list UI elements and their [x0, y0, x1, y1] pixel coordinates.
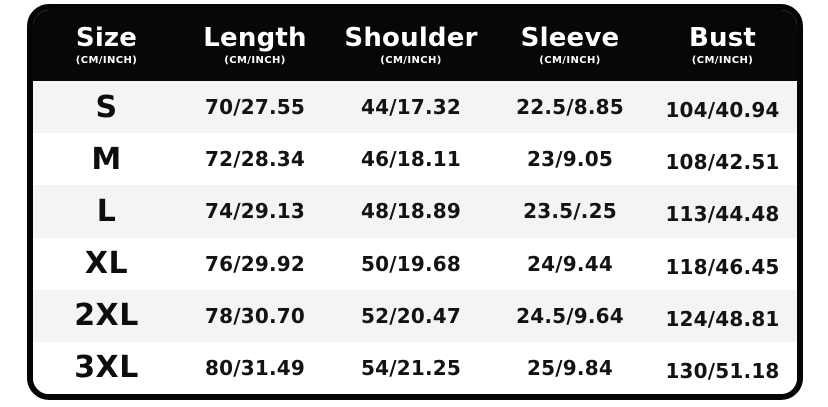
sleeve-cell: 24/9.44: [527, 251, 613, 276]
shoulder-cell: 44/17.32: [361, 95, 461, 120]
shoulder-cell: 50/19.68: [361, 251, 461, 276]
length-cell: 74/29.13: [205, 199, 305, 224]
size-cell: XL: [84, 246, 129, 282]
size-cell: S: [95, 89, 118, 125]
column-unit-label: (CM/INCH): [380, 55, 442, 67]
bust-cell: 124/48.81: [665, 306, 780, 331]
table-row-s: S 70/27.55 44/17.32 22.5/8.85 104/40.94: [33, 81, 797, 134]
shoulder-cell: 54/21.25: [361, 355, 461, 380]
shoulder-cell: 48/18.89: [361, 199, 461, 224]
column-header-sleeve: Sleeve (CM/INCH): [492, 22, 648, 67]
table-body: S 70/27.55 44/17.32 22.5/8.85 104/40.94 …: [33, 81, 797, 394]
bust-cell: 108/42.51: [665, 150, 780, 175]
column-header-bust: Bust (CM/INCH): [648, 22, 797, 67]
length-cell: 78/30.70: [205, 303, 305, 328]
size-cell: 2XL: [74, 298, 139, 334]
column-header-shoulder: Shoulder (CM/INCH): [330, 22, 492, 67]
column-header-length: Length (CM/INCH): [180, 22, 330, 67]
column-title: Size: [75, 22, 138, 53]
length-cell: 76/29.92: [205, 251, 305, 276]
table-row-l: L 74/29.13 48/18.89 23.5/.25 113/44.48: [33, 185, 797, 238]
size-cell: M: [91, 141, 122, 177]
column-unit-label: (CM/INCH): [224, 55, 286, 67]
sleeve-cell: 22.5/8.85: [516, 95, 624, 120]
column-title: Sleeve: [520, 22, 620, 53]
column-unit-label: (CM/INCH): [691, 55, 754, 67]
length-cell: 72/28.34: [205, 147, 305, 172]
table-row-xl: XL 76/29.92 50/19.68 24/9.44 118/46.45: [33, 237, 797, 290]
bust-cell: 104/40.94: [665, 98, 780, 123]
column-unit-label: (CM/INCH): [75, 55, 138, 67]
table-row-m: M 72/28.34 46/18.11 23/9.05 108/42.51: [33, 133, 797, 186]
table-header-row: Size (CM/INCH) Length (CM/INCH) Shoulder…: [33, 10, 797, 81]
shoulder-cell: 52/20.47: [361, 303, 461, 328]
column-title: Bust: [688, 22, 757, 53]
column-title: Length: [203, 22, 307, 53]
size-chart-table: Size (CM/INCH) Length (CM/INCH) Shoulder…: [27, 4, 803, 400]
length-cell: 70/27.55: [205, 95, 305, 120]
bust-cell: 130/51.18: [665, 358, 780, 383]
shoulder-cell: 46/18.11: [361, 147, 461, 172]
length-cell: 80/31.49: [205, 355, 305, 380]
size-cell: 3XL: [74, 350, 139, 386]
sleeve-cell: 24.5/9.64: [516, 303, 624, 328]
column-title: Shoulder: [344, 22, 478, 53]
column-unit-label: (CM/INCH): [539, 55, 601, 67]
sleeve-cell: 23.5/.25: [523, 199, 617, 224]
bust-cell: 118/46.45: [665, 254, 780, 279]
sleeve-cell: 23/9.05: [527, 147, 613, 172]
bust-cell: 113/44.48: [665, 202, 780, 227]
size-cell: L: [96, 193, 117, 229]
column-header-size: Size (CM/INCH): [33, 22, 180, 67]
table-row-3xl: 3XL 80/31.49 54/21.25 25/9.84 130/51.18: [33, 341, 797, 394]
sleeve-cell: 25/9.84: [527, 355, 613, 380]
table-row-2xl: 2XL 78/30.70 52/20.47 24.5/9.64 124/48.8…: [33, 289, 797, 342]
